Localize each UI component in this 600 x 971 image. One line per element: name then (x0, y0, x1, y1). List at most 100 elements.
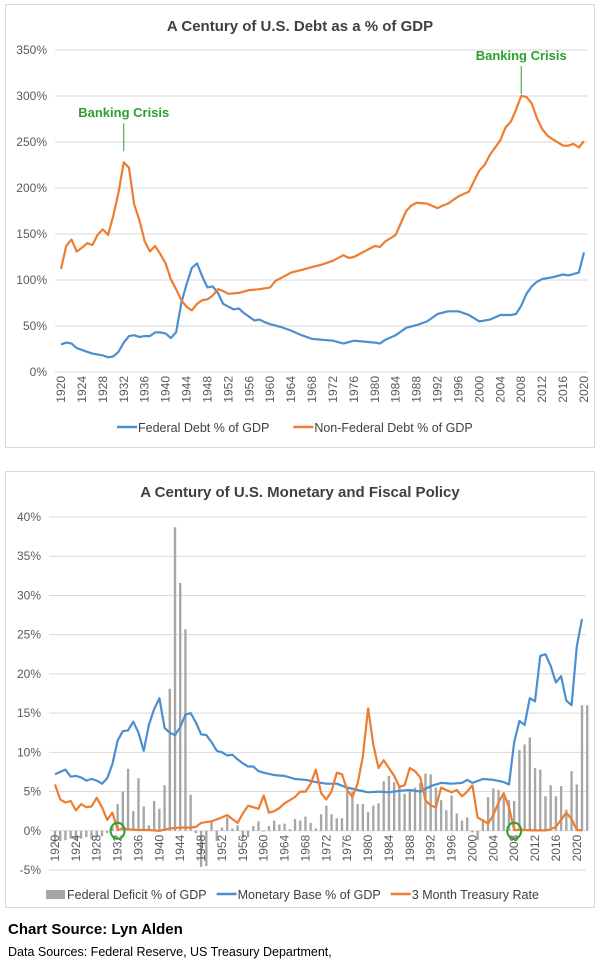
x-tick-label: 1964 (278, 834, 292, 861)
x-tick-label: 1960 (263, 376, 277, 403)
deficit-bar (340, 818, 344, 831)
deficit-bar (492, 788, 495, 831)
deficit-bar (121, 791, 125, 831)
deficit-bar (512, 800, 516, 831)
deficit-bar (549, 785, 552, 831)
x-tick-label: 2000 (465, 834, 479, 861)
deficit-bar (455, 813, 458, 831)
deficit-bar (450, 795, 453, 831)
y-tick-label: 250% (16, 135, 47, 149)
x-tick-label: 1948 (194, 834, 208, 861)
x-tick-label: 1952 (215, 834, 229, 861)
x-tick-label: 1920 (54, 376, 68, 403)
x-tick-label: 1972 (326, 376, 340, 403)
x-tick-label: 1940 (152, 834, 166, 861)
deficit-bar (570, 771, 573, 831)
deficit-bar (257, 821, 260, 831)
deficit-bar (85, 830, 88, 838)
y-tick-label: 150% (16, 227, 47, 241)
deficit-bar (100, 830, 104, 837)
deficit-bar (439, 800, 443, 831)
y-tick-label: 20% (17, 667, 41, 681)
x-tick-label: 1988 (403, 834, 417, 861)
y-tick-label: 15% (17, 706, 41, 720)
deficit-bar (507, 800, 511, 831)
highlight-circle (109, 821, 126, 840)
data-sources: Data Sources: Federal Reserve, US Treasu… (8, 945, 332, 959)
series-line-1 (53, 707, 583, 832)
deficit-bar (205, 830, 208, 867)
y-tick-label: 100% (16, 273, 47, 287)
x-tick-label: 2016 (556, 376, 570, 403)
deficit-bar (382, 781, 385, 831)
x-tick-label: 1984 (382, 834, 396, 861)
deficit-bar (304, 816, 307, 831)
deficit-bar (90, 830, 93, 840)
deficit-bar (486, 797, 490, 831)
x-tick-label: 1952 (221, 376, 235, 403)
deficit-bar (319, 814, 323, 831)
deficit-bar (335, 818, 338, 831)
deficit-bar (586, 705, 589, 831)
deficit-bar (184, 629, 187, 831)
deficit-bar (518, 749, 521, 831)
deficit-bar (236, 825, 239, 831)
y-tick-label: 0% (24, 824, 42, 838)
x-tick-label: 2008 (507, 834, 521, 861)
deficit-bar (299, 820, 302, 831)
x-tick-label: 1932 (117, 376, 131, 403)
deficit-bar (179, 582, 182, 831)
deficit-bar (392, 782, 396, 831)
x-tick-label: 1940 (159, 376, 173, 403)
deficit-bar (173, 527, 177, 831)
x-tick-label: 1936 (138, 376, 152, 403)
x-tick-label: 2016 (549, 834, 563, 861)
deficit-bar (330, 814, 333, 831)
x-tick-label: 1976 (340, 834, 354, 861)
x-tick-label: 1956 (242, 376, 256, 403)
deficit-bar (278, 824, 281, 831)
deficit-bar (152, 800, 156, 831)
deficit-bar (231, 828, 234, 831)
deficit-bar (220, 827, 224, 831)
highlight-circle (506, 821, 523, 840)
series-line-0 (60, 252, 586, 359)
deficit-bar (137, 778, 140, 831)
x-tick-label: 2012 (535, 376, 549, 403)
deficit-bar (199, 830, 203, 867)
deficit-bar (325, 805, 328, 831)
deficit-bar (419, 782, 422, 831)
deficit-bar (372, 805, 375, 831)
y-tick-label: 10% (17, 745, 41, 759)
deficit-bar (559, 786, 563, 831)
deficit-bar (523, 744, 526, 831)
y-tick-label: 25% (17, 628, 41, 642)
x-tick-label: 1924 (75, 376, 89, 403)
legend-label: Federal Deficit % of GDP (67, 888, 207, 902)
x-tick-label: 1920 (48, 834, 62, 861)
deficit-bar (445, 810, 448, 831)
deficit-bar (194, 830, 198, 834)
series-line-1 (59, 94, 585, 312)
debt-chart: A Century of U.S. Debt as a % of GDP 0% 50… (16, 18, 591, 435)
deficit-bar (210, 822, 213, 831)
x-tick-label: 2020 (577, 376, 591, 403)
x-tick-label: 1936 (131, 834, 145, 861)
x-tick-label: 1928 (96, 376, 110, 403)
deficit-bar (403, 793, 406, 831)
deficit-bar (189, 794, 192, 831)
x-tick-label: 1932 (111, 834, 125, 861)
legend-label: Non-Federal Debt % of GDP (314, 421, 472, 435)
deficit-bar (53, 830, 57, 843)
policy-chart-panel: A Century of U.S. Monetary and Fiscal Po… (5, 471, 595, 908)
x-tick-label: 1984 (389, 376, 403, 403)
deficit-bar (64, 830, 67, 841)
deficit-bar (346, 791, 349, 831)
deficit-bar (434, 787, 438, 831)
deficit-bar (267, 826, 271, 831)
deficit-bar (111, 826, 114, 831)
deficit-bar (288, 829, 291, 831)
deficit-bar (246, 830, 250, 838)
deficit-bar (158, 808, 161, 831)
deficit-bar (361, 804, 365, 831)
